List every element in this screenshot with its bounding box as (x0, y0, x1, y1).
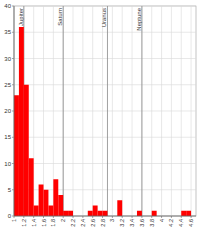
grid-line (14, 6, 15, 216)
plot-frame (14, 6, 196, 216)
bar (24, 85, 29, 216)
bar (14, 95, 19, 216)
annotation-line (141, 6, 142, 216)
y-tick-label: 35 (4, 29, 11, 35)
x-tick-label: 1.6 (41, 219, 47, 227)
x-tick-label: 4.4 (178, 219, 184, 227)
x-tick-label: 1 (11, 219, 17, 222)
bar (137, 211, 142, 216)
grid-line (132, 6, 133, 216)
annotation-line (107, 6, 108, 216)
bar (181, 211, 186, 216)
x-tick-label: 3.6 (139, 219, 145, 227)
grid-line (14, 58, 196, 59)
y-tick-label: 0 (8, 213, 12, 219)
x-tick-label: 4.2 (168, 219, 174, 227)
bar (152, 211, 157, 216)
y-tick-label: 10 (4, 161, 11, 167)
bars (14, 27, 191, 216)
y-tick-label: 20 (4, 108, 11, 114)
y-axis (14, 6, 15, 216)
x-tick-label: 2.4 (80, 219, 86, 227)
grid-line (14, 84, 196, 85)
x-tick-label: 3 (109, 219, 115, 222)
grid-line (63, 6, 64, 216)
y-tick-label: 40 (4, 3, 11, 9)
bar (68, 211, 73, 216)
x-tick-label: 3.4 (129, 219, 135, 227)
bar (93, 206, 98, 217)
x-tick-label: 3.2 (119, 219, 125, 227)
grid-line (14, 163, 196, 164)
x-tick-label: 4.6 (188, 219, 194, 227)
grid-line (141, 6, 142, 216)
bar (48, 206, 53, 217)
grid-line (191, 6, 192, 216)
grid-line (82, 6, 83, 216)
bar (98, 211, 103, 216)
x-tick-label: 1.8 (50, 219, 56, 227)
bar (39, 185, 44, 217)
bar (186, 211, 191, 216)
x-tick-label: 1.2 (21, 219, 27, 227)
bar (103, 211, 108, 216)
annotation-label: Neptune (136, 7, 142, 30)
grid-line (122, 6, 123, 216)
grid-line (112, 6, 113, 216)
bar (29, 158, 34, 216)
grid-line (151, 6, 152, 216)
grid-line (14, 137, 196, 138)
annotation-label: Uranus (101, 8, 107, 27)
grid-line (14, 216, 196, 217)
x-tick-label: 1.4 (31, 219, 37, 227)
y-tick-label: 30 (4, 56, 11, 62)
x-tick-label: 4 (159, 219, 165, 222)
annotation-label: Jupiter (18, 8, 24, 26)
grid-line (161, 6, 162, 216)
grid-line (14, 111, 196, 112)
chart: 0 5 10 15 20 25 30 35 40 1 1.2 1.4 1.61.8 2 2.2 2.4 2.6 2… (0, 0, 200, 237)
x-tick-label: 2.6 (90, 219, 96, 227)
bar (44, 190, 49, 216)
grid-line (171, 6, 172, 216)
bar (58, 195, 63, 216)
bar (63, 211, 68, 216)
y-tick-label: 5 (8, 187, 12, 193)
bar (88, 211, 93, 216)
bar (34, 206, 39, 217)
x-axis (14, 216, 196, 217)
grid-line (73, 6, 74, 216)
x-tick-label: 2 (60, 219, 66, 222)
annotation-label: Saturn (57, 8, 63, 26)
bar (53, 179, 58, 216)
grid-line (14, 6, 196, 7)
grid-line (102, 6, 103, 216)
annotation-line (63, 6, 64, 216)
x-tick-label: 2.8 (100, 219, 106, 227)
x-tick-label: 3.8 (149, 219, 155, 227)
y-tick-label: 25 (4, 82, 11, 88)
y-tick-label: 15 (4, 134, 11, 140)
bar (19, 27, 24, 216)
grid-line (181, 6, 182, 216)
x-tick-label: 2.2 (70, 219, 76, 227)
grid-line (92, 6, 93, 216)
grid-line (14, 32, 196, 33)
bar (117, 200, 122, 216)
